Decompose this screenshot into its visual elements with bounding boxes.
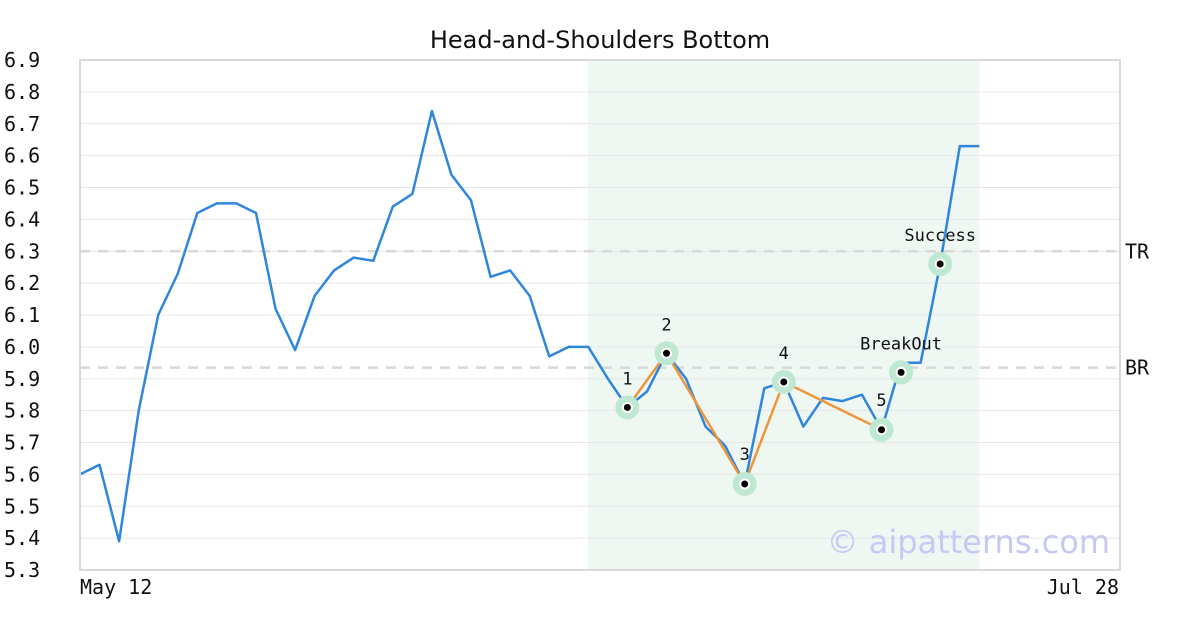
y-tick-label: 6.9: [4, 48, 40, 72]
y-tick-label: 5.4: [4, 526, 40, 550]
y-tick-label: 5.6: [4, 462, 40, 486]
price-line: [79, 109, 980, 543]
y-tick-label: 5.3: [4, 558, 40, 582]
y-tick-label: 6.7: [4, 112, 40, 136]
y-tick-label: 6.4: [4, 207, 40, 231]
x-tick-end: Jul 28: [1047, 575, 1119, 599]
reference-lines-group: TR BR: [80, 239, 1150, 380]
chart-title: Head-and-Shoulders Bottom: [430, 26, 770, 54]
y-axis-ticks-group: 6.9 6.8 6.7 6.6 6.5 6.4 6.3 6.2 6.1 6.0 5.9 5.8 5.7 5…: [4, 48, 40, 582]
y-tick-label: 6.5: [4, 176, 40, 200]
event-point-breakout-label: BreakOut: [860, 334, 942, 354]
pattern-point-2-label: 2: [661, 315, 671, 335]
x-tick-start: May 12: [80, 575, 152, 599]
plot-frame: [79, 59, 1121, 571]
reference-label-br: BR: [1125, 356, 1150, 380]
pattern-point-5-dot: [878, 426, 886, 434]
pattern-point-3-label: 3: [740, 445, 750, 465]
y-tick-label: 5.8: [4, 399, 40, 423]
markers-group: 1 2 3 4 5 BreakOut Success: [615, 226, 976, 496]
pattern-point-1-dot: [623, 403, 631, 411]
pattern-point-1-label: 1: [622, 369, 632, 389]
y-tick-label: 6.0: [4, 335, 40, 359]
y-tick-label: 6.6: [4, 144, 40, 168]
pattern-point-4-dot: [780, 378, 788, 386]
series-group: [79, 109, 980, 543]
event-point-breakout-dot: [897, 368, 905, 376]
y-tick-label: 6.8: [4, 80, 40, 104]
pattern-point-3-dot: [741, 480, 749, 488]
y-tick-label: 6.3: [4, 239, 40, 263]
event-point-success-dot: [936, 260, 944, 268]
pattern-point-4-label: 4: [779, 344, 789, 364]
x-axis-ticks-group: May 12 Jul 28: [80, 575, 1119, 599]
y-tick-label: 5.5: [4, 494, 40, 518]
y-tick-label: 6.1: [4, 303, 40, 327]
y-tick-label: 6.2: [4, 271, 40, 295]
gridlines-group: [80, 59, 1120, 571]
y-tick-label: 5.7: [4, 431, 40, 455]
y-tick-label: 5.9: [4, 367, 40, 391]
watermark: © aipatterns.com: [827, 523, 1110, 561]
pattern-point-2-dot: [663, 349, 670, 357]
reference-label-tr: TR: [1125, 239, 1150, 263]
pattern-point-5-label: 5: [876, 391, 886, 411]
event-point-success-label: Success: [904, 226, 976, 246]
